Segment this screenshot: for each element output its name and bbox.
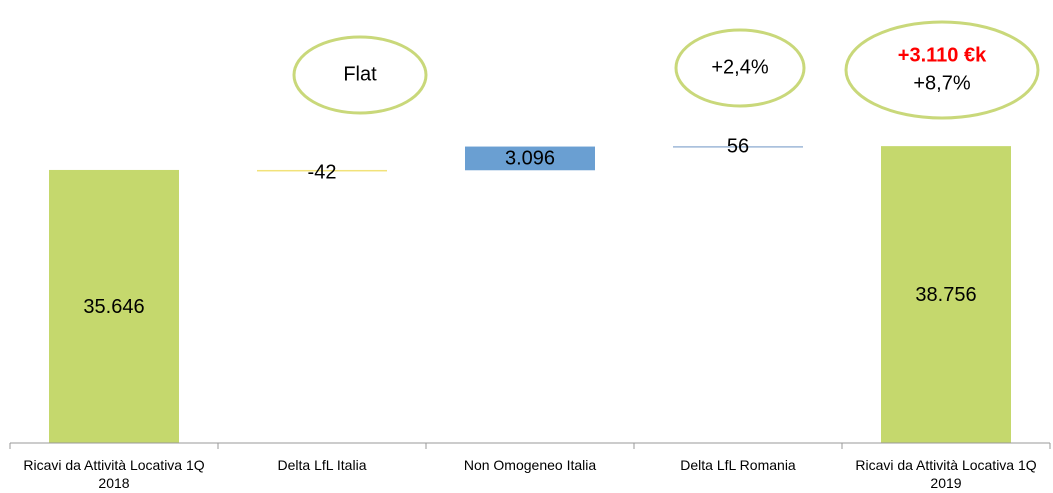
- value-label: 3.096: [505, 148, 555, 170]
- annotation-text: +2,4%: [711, 56, 768, 78]
- value-label: 35.646: [83, 296, 144, 318]
- value-label: -42: [308, 161, 337, 183]
- annotation-text: +8,7%: [913, 72, 970, 94]
- x-tick-label: Ricavi da Attività Locativa 1Q 2019: [855, 457, 1037, 491]
- x-tick-label: Non Omogeneo Italia: [463, 457, 597, 473]
- value-label: 56: [727, 136, 749, 158]
- annotation-ellipse: [292, 35, 428, 115]
- bar: [673, 146, 803, 148]
- value-label: 38.756: [915, 284, 976, 306]
- bar: [881, 146, 1011, 444]
- annotation-ellipse: [844, 20, 1040, 120]
- x-tick-label: Delta LfL Italia: [277, 457, 367, 473]
- annotation-ellipse: [674, 28, 806, 108]
- bar: [49, 169, 179, 443]
- annotation-text: Flat: [343, 63, 377, 85]
- bar: [257, 169, 387, 172]
- x-tick-label: Ricavi da Attività Locativa 1Q 2018: [23, 457, 205, 491]
- bar: [465, 146, 595, 171]
- x-tick-label: Delta LfL Romania: [680, 457, 796, 473]
- annotation-text: +3.110 €k: [898, 44, 987, 66]
